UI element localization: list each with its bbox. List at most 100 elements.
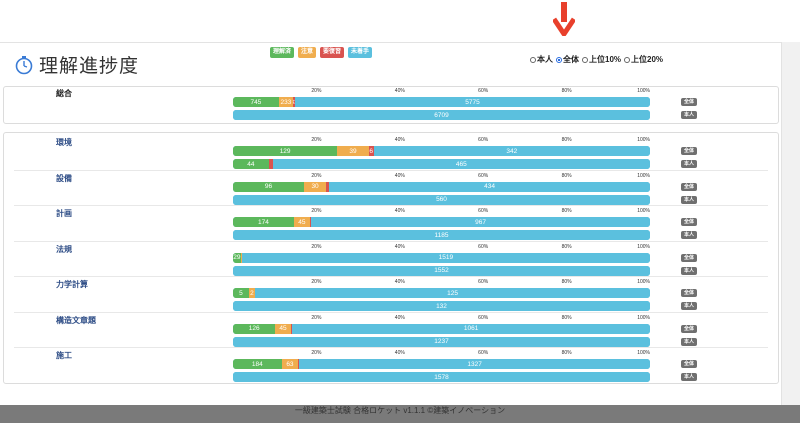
bar-segment: 33 bbox=[293, 97, 296, 107]
axis-tick-label: 60% bbox=[478, 88, 489, 94]
legend-untouched: 未着手 bbox=[348, 47, 373, 58]
page-title: 理解進捗度 bbox=[39, 56, 140, 77]
percent-axis: 20% 40% 60% 80% 100% bbox=[233, 137, 650, 145]
subject-name[interactable]: 法規 bbox=[56, 244, 72, 254]
axis-tick-label: 20% bbox=[311, 243, 322, 250]
axis-tick-label: 40% bbox=[394, 208, 405, 214]
percent-axis: 20% 40% 60% 80% 100% bbox=[233, 279, 650, 287]
subject-name[interactable]: 構造文章題 bbox=[56, 315, 96, 325]
axis-tick-label: 60% bbox=[478, 350, 489, 356]
progress-bar-all: 745233335775 bbox=[233, 97, 650, 107]
bar-segment: 434 bbox=[329, 181, 650, 192]
axis-tick-label: 40% bbox=[394, 137, 405, 143]
axis-tick-label: 40% bbox=[394, 350, 405, 356]
axis-tick-label: 20% bbox=[311, 279, 322, 285]
axis-tick-label: 60% bbox=[478, 243, 489, 250]
bar-segment: 2 bbox=[248, 288, 256, 298]
section-divider bbox=[14, 276, 768, 277]
axis-tick-label: 40% bbox=[394, 243, 405, 250]
progress-bar-all: 5 2 125 bbox=[233, 288, 650, 298]
axis-tick-label: 80% bbox=[561, 314, 572, 321]
page-header: 理解進捗度 bbox=[14, 51, 139, 78]
subject-name[interactable]: 力学計算 bbox=[56, 280, 88, 289]
axis-tick-label: 20% bbox=[311, 172, 322, 179]
tag-self: 本人 bbox=[681, 337, 698, 346]
tag-self: 本人 bbox=[681, 160, 698, 168]
subject-section: 法規 20% 40% 60% 80% 100% 29 1519 1552 全体 本人 bbox=[4, 244, 778, 280]
legend-understood: 理解済 bbox=[270, 47, 295, 58]
tag-all: 全体 bbox=[681, 289, 698, 297]
axis-tick-label: 100% bbox=[637, 350, 650, 356]
progress-bar-self: 1237 bbox=[233, 336, 650, 347]
subject-section: 環境 20% 40% 60% 80% 100% 129 39 6 342 44 465 全体 本人 bbox=[4, 137, 778, 173]
subjects-panel: 環境 20% 40% 60% 80% 100% 129 39 6 342 44 465 全体 本人 設備 20… bbox=[3, 132, 779, 384]
bar-segment bbox=[240, 252, 242, 263]
bar-segment bbox=[298, 359, 300, 369]
axis-tick-label: 80% bbox=[561, 243, 572, 250]
axis-tick-label: 60% bbox=[478, 279, 489, 285]
tag-self: 本人 bbox=[681, 195, 698, 204]
bar-segment: 1552 bbox=[233, 265, 650, 276]
axis-tick-label: 80% bbox=[561, 137, 572, 143]
bar-segment: 5775 bbox=[295, 97, 650, 107]
radio-label: 全体 bbox=[563, 55, 579, 64]
bar-segment: 1519 bbox=[241, 252, 650, 263]
subject-section: 計画 20% 40% 60% 80% 100% 174 45 967 1185 全体 本人 bbox=[4, 208, 778, 244]
bar-segment: 1578 bbox=[233, 372, 650, 382]
progress-bar-self: 132 bbox=[233, 301, 650, 311]
radio-dot[interactable] bbox=[530, 56, 536, 63]
bar-segment: 1327 bbox=[299, 359, 650, 369]
section-divider bbox=[14, 205, 768, 206]
radio-dot[interactable] bbox=[582, 56, 588, 63]
subject-section: 施工 20% 40% 60% 80% 100% 184 63 1327 1578 全体 本人 bbox=[4, 350, 778, 386]
tag-all: 全体 bbox=[681, 147, 698, 155]
vertical-scrollbar[interactable] bbox=[781, 42, 800, 405]
red-arrow-annotation-icon bbox=[553, 2, 575, 36]
progress-bar-self: 1552 bbox=[233, 265, 650, 276]
bar-segment: 29 bbox=[233, 252, 241, 263]
progress-bar-self: 1185 bbox=[233, 230, 650, 240]
radio-label: 上位10% bbox=[589, 55, 622, 64]
section-divider bbox=[14, 311, 768, 313]
percent-axis: 20% 40% 60% 80% 100% bbox=[233, 88, 650, 96]
radio-all[interactable]: 全体 bbox=[556, 54, 579, 65]
radio-dot[interactable] bbox=[556, 56, 562, 63]
axis-tick-label: 80% bbox=[561, 88, 572, 94]
progress-bar-all: 174 45 967 bbox=[233, 217, 650, 227]
tag-self: 本人 bbox=[681, 266, 698, 275]
progress-bar-self: 44 465 bbox=[233, 159, 650, 169]
legend-caution: 注意 bbox=[298, 47, 317, 58]
bar-segment: 125 bbox=[255, 288, 650, 298]
axis-tick-label: 20% bbox=[311, 350, 322, 356]
axis-tick-label: 20% bbox=[311, 208, 322, 214]
axis-tick-label: 40% bbox=[394, 279, 405, 285]
bar-segment: 63 bbox=[281, 359, 299, 369]
bar-segment: 174 bbox=[233, 217, 294, 227]
subject-name[interactable]: 環境 bbox=[56, 138, 72, 147]
bar-segment: 39 bbox=[337, 146, 369, 156]
radio-top20[interactable]: 上位20% bbox=[624, 54, 663, 65]
bar-segment: 560 bbox=[233, 194, 650, 205]
radio-top10[interactable]: 上位10% bbox=[582, 54, 621, 65]
subject-name[interactable]: 施工 bbox=[56, 351, 72, 360]
tag-all: 全体 bbox=[681, 324, 698, 333]
axis-tick-label: 100% bbox=[637, 172, 650, 179]
tag-self: 本人 bbox=[681, 373, 698, 381]
bar-segment bbox=[268, 159, 273, 169]
bar-segment: 45 bbox=[275, 323, 291, 334]
radio-dot[interactable] bbox=[624, 56, 631, 63]
filter-radio-group: 本人 全体 上位10% 上位20% bbox=[530, 54, 663, 65]
bar-segment: 233 bbox=[278, 97, 294, 107]
bar-segment: 129 bbox=[233, 146, 338, 156]
tag-self: 本人 bbox=[681, 302, 698, 310]
percent-axis: 20% 40% 60% 80% 100% bbox=[233, 173, 650, 181]
percent-axis: 20% 40% 60% 80% 100% bbox=[233, 350, 650, 358]
radio-self[interactable]: 本人 bbox=[530, 54, 553, 65]
subject-name[interactable]: 設備 bbox=[56, 173, 72, 183]
bar-segment: 465 bbox=[272, 159, 650, 169]
subject-name[interactable]: 計画 bbox=[56, 209, 72, 218]
subject-section: 力学計算 20% 40% 60% 80% 100% 5 2 125 132 全体 本人 bbox=[4, 279, 778, 315]
axis-tick-label: 100% bbox=[637, 279, 650, 285]
footer: 一級建築士試験 合格ロケット v1.1.1 ©建築イノベーション bbox=[0, 405, 800, 423]
